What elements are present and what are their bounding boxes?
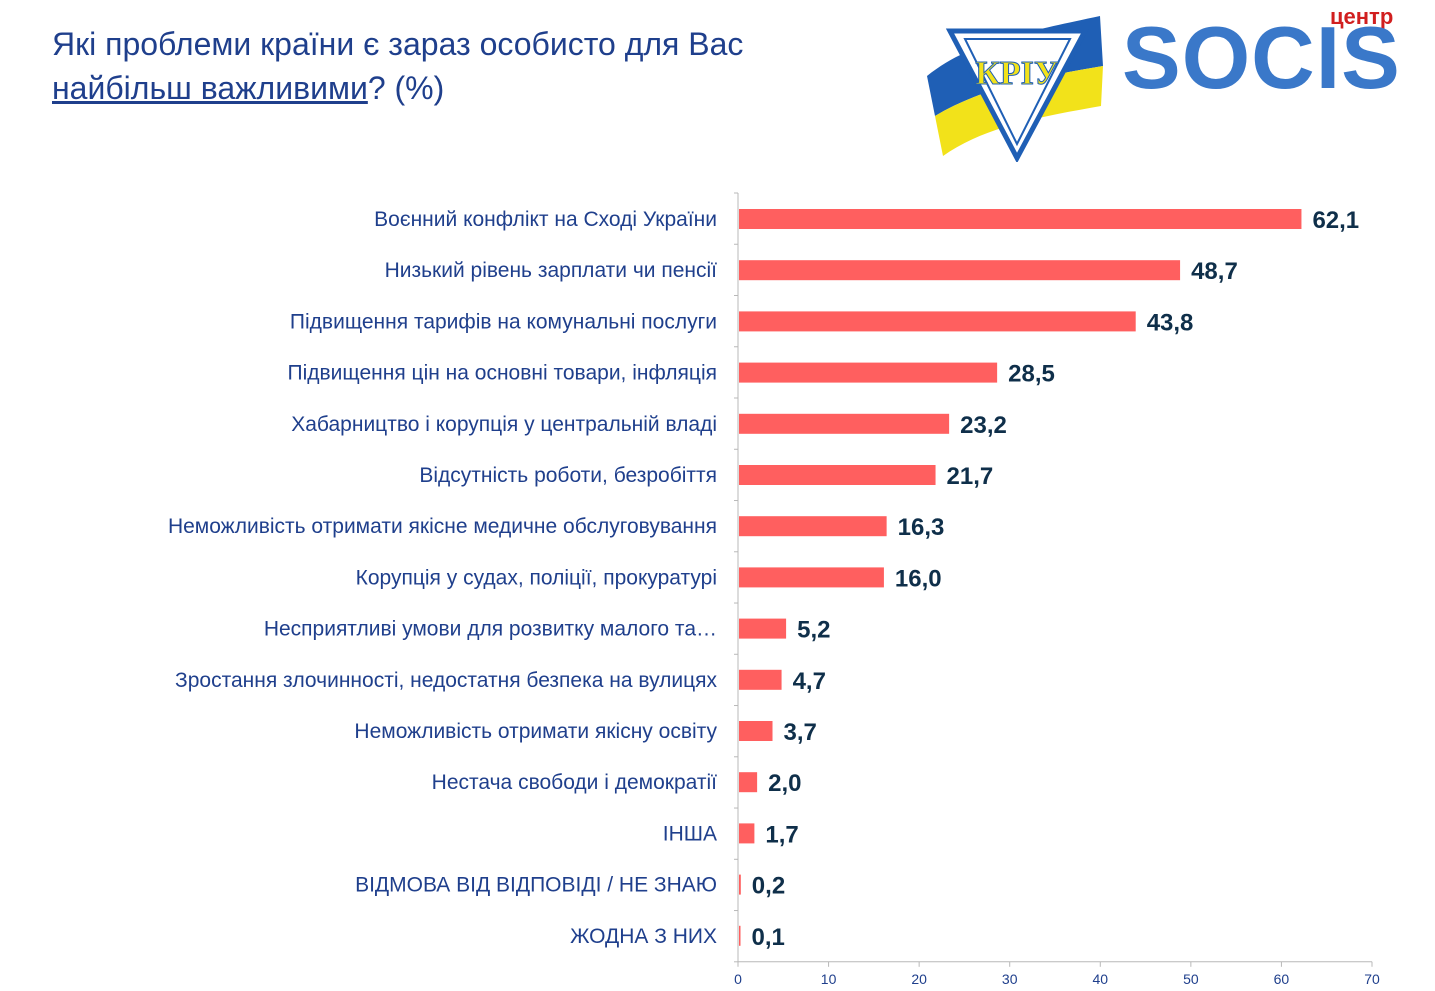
category-label: Підвищення тарифів на комунальні послуги [290, 310, 717, 333]
bar [739, 669, 782, 690]
title-emphasis: найбільш важливими [52, 70, 368, 106]
bar [739, 823, 755, 844]
value-label: 2,0 [768, 770, 801, 797]
bar [739, 772, 758, 793]
title-suffix: ? (%) [367, 70, 445, 106]
category-label: ВІДМОВА ВІД ВІДПОВІДІ / НЕ ЗНАЮ [355, 874, 717, 897]
bar [739, 618, 787, 639]
x-tick-label: 70 [1364, 971, 1380, 987]
x-tick-label: 30 [1002, 971, 1018, 987]
value-label: 28,5 [1008, 361, 1055, 388]
category-label: Хабарництво і корупція у центральній вла… [291, 413, 717, 436]
value-label: 16,0 [895, 565, 942, 592]
x-tick-label: 0 [734, 971, 742, 987]
x-tick-label: 10 [821, 971, 837, 987]
x-tick-label: 20 [911, 971, 927, 987]
value-label: 62,1 [1312, 207, 1359, 234]
bar [739, 925, 741, 946]
kriu-logo: КРІУ [927, 16, 1103, 162]
bar [739, 874, 741, 895]
category-label: Відсутність роботи, безробіття [419, 464, 717, 487]
bar [739, 362, 998, 383]
x-tick-label: 50 [1183, 971, 1199, 987]
category-label: Нестача свободи і демократії [432, 771, 717, 794]
value-label: 3,7 [784, 719, 817, 746]
title-line-1: Які проблеми країни є зараз особисто для… [52, 26, 744, 62]
value-label: 48,7 [1191, 258, 1238, 285]
value-label: 0,1 [752, 924, 785, 951]
category-label: ІНША [663, 822, 717, 845]
category-label: Неможливість отримати якісне медичне обс… [168, 515, 717, 538]
bar [739, 413, 950, 434]
socis-logo-small-text: центр [1330, 4, 1394, 29]
category-label: Низький рівень зарплати чи пенсії [385, 259, 718, 282]
value-label: 16,3 [898, 514, 945, 541]
value-label: 1,7 [765, 821, 798, 848]
value-label: 43,8 [1147, 309, 1194, 336]
category-label: Несприятливі умови для розвитку малого т… [264, 618, 717, 641]
x-tick-label: 60 [1274, 971, 1290, 987]
category-label: ЖОДНА З НИХ [570, 925, 717, 948]
bar [739, 721, 773, 741]
category-label: Корупція у судах, поліції, прокуратурі [356, 566, 717, 589]
kriu-logo-text: КРІУ [975, 55, 1059, 92]
value-label: 4,7 [793, 668, 826, 695]
value-label: 0,2 [752, 873, 785, 900]
socis-logo: SOCIS [1122, 8, 1401, 107]
value-label: 21,7 [947, 463, 994, 490]
category-label: Воєнний конфлікт на Сході України [374, 208, 717, 231]
chart-title: Які проблеми країни є зараз особисто для… [52, 22, 743, 110]
bar [739, 260, 1181, 281]
value-label: 5,2 [797, 617, 830, 644]
bar [739, 209, 1302, 229]
bar [739, 311, 1136, 332]
bar [739, 465, 936, 485]
bar [739, 567, 884, 588]
x-tick-label: 40 [1092, 971, 1108, 987]
category-label: Зростання злочинності, недостатня безпек… [175, 669, 717, 692]
title-line-2: найбільш важливими? (%) [52, 66, 743, 110]
bar [739, 516, 887, 537]
category-label: Неможливість отримати якісну освіту [354, 720, 717, 743]
category-label: Підвищення цін на основні товари, інфляц… [288, 362, 717, 385]
value-label: 23,2 [960, 412, 1007, 439]
